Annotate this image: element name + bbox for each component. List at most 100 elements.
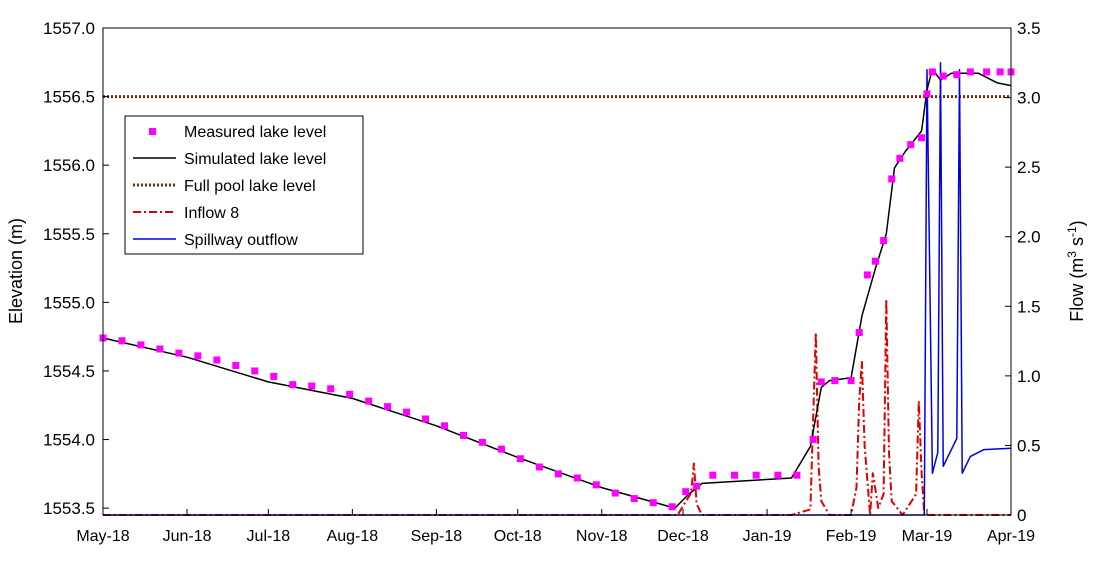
- measured-point: [384, 403, 392, 411]
- x-tick-label: Jan-19: [743, 528, 792, 545]
- legend-label-inflow: Inflow 8: [184, 205, 239, 222]
- y-tick-label: 1554.5: [43, 362, 95, 381]
- measured-point: [630, 495, 638, 503]
- x-tick-label: Mar-19: [902, 528, 953, 545]
- measured-point: [516, 455, 524, 463]
- measured-point: [175, 349, 183, 357]
- measured-point: [774, 471, 782, 479]
- measured-point: [232, 361, 240, 369]
- measured-point: [831, 377, 839, 385]
- y-tick-label: 1553.5: [43, 499, 95, 518]
- measured-point: [137, 341, 145, 349]
- y2-tick-label: 3.5: [1017, 19, 1041, 38]
- y-tick-label: 1556.5: [43, 88, 95, 107]
- measured-point: [403, 408, 411, 416]
- legend-label-measured: Measured lake level: [184, 124, 326, 141]
- y2-tick-label: 1.0: [1017, 367, 1041, 386]
- x-tick-label: Jun-18: [163, 528, 212, 545]
- measured-point: [422, 415, 430, 423]
- x-tick-label: Jul-18: [247, 528, 291, 545]
- measured-point: [793, 471, 801, 479]
- y2-axis-label-middle: s: [1067, 237, 1087, 251]
- legend: Measured lake level Simulated lake level…: [124, 115, 364, 255]
- measured-point: [270, 372, 278, 380]
- y-tick-label: 1555.0: [43, 293, 95, 312]
- y2-axis-label-prefix: Flow (m: [1067, 258, 1087, 322]
- legend-item-simulated: Simulated lake level: [133, 151, 326, 168]
- legend-item-spillway: Spillway outflow: [133, 232, 298, 249]
- y2-tick-label: 2.0: [1017, 228, 1041, 247]
- measured-point: [459, 431, 467, 439]
- y2-axis-label: Flow (m3 s-1): [1065, 220, 1087, 321]
- x-tick-label: May-18: [76, 528, 129, 545]
- measured-point: [156, 345, 164, 353]
- legend-item-measured: Measured lake level: [149, 124, 326, 141]
- measured-point: [682, 488, 690, 496]
- series-spillway: [103, 62, 1012, 516]
- measured-point: [693, 482, 701, 490]
- x-tick-label: Sep-18: [411, 528, 463, 545]
- measured-point: [847, 377, 855, 385]
- measured-point: [709, 471, 717, 479]
- y-tick-label: 1554.0: [43, 431, 95, 450]
- legend-label-simulated: Simulated lake level: [184, 151, 326, 168]
- measured-point: [592, 481, 600, 489]
- measured-point: [251, 367, 259, 375]
- measured-point: [731, 471, 739, 479]
- x-tick-label: Aug-18: [327, 528, 379, 545]
- x-tick-label: Dec-18: [657, 528, 709, 545]
- measured-point: [346, 390, 354, 398]
- legend-item-fullpool: Full pool lake level: [133, 178, 316, 195]
- measured-point: [289, 381, 297, 389]
- legend-label-fullpool: Full pool lake level: [184, 178, 316, 195]
- measured-point: [939, 72, 947, 80]
- measured-point: [918, 134, 926, 142]
- y-tick-label: 1555.5: [43, 225, 95, 244]
- measured-point: [649, 499, 657, 507]
- measured-point: [497, 445, 505, 453]
- measured-point: [863, 271, 871, 279]
- measured-point: [194, 352, 202, 360]
- legend-box: [124, 115, 364, 255]
- measured-point: [953, 71, 961, 79]
- x-tick-label: Apr-19: [987, 528, 1035, 545]
- y2-tick-label: 1.5: [1017, 297, 1041, 316]
- x-tick-label: Nov-18: [576, 528, 628, 545]
- measured-point: [923, 90, 931, 98]
- measured-point: [611, 489, 619, 497]
- measured-point: [327, 385, 335, 393]
- measured-point: [817, 378, 825, 386]
- y2-axis-label-sup1: 3: [1065, 251, 1079, 258]
- measured-point: [441, 422, 449, 430]
- measured-point: [752, 471, 760, 479]
- measured-point: [888, 175, 896, 183]
- series-simulated: [102, 68, 1012, 509]
- measured-point: [983, 68, 991, 76]
- x-tick-label: Oct-18: [494, 528, 542, 545]
- legend-item-inflow: Inflow 8: [133, 205, 239, 222]
- y-tick-label: 1556.0: [43, 156, 95, 175]
- measured-point: [535, 463, 543, 471]
- measured-point: [213, 356, 221, 364]
- y2-tick-label: 3.0: [1017, 89, 1041, 108]
- measured-point: [554, 470, 562, 478]
- measured-point: [966, 68, 974, 76]
- x-tick-label: Feb-19: [826, 528, 877, 545]
- plot-area: [103, 28, 1011, 515]
- ticks-layer: 1553.5 1554.0 1554.5 1555.0 1555.5 1556.0 1556…: [43, 19, 1041, 545]
- measured-point: [668, 503, 676, 511]
- y2-tick-label: 2.5: [1017, 158, 1041, 177]
- measured-point: [871, 257, 879, 265]
- y2-axis-label-suffix: ): [1067, 220, 1087, 226]
- y-tick-label: 1557.0: [43, 19, 95, 38]
- y2-axis-label-sup2: -1: [1065, 226, 1079, 237]
- measured-point: [880, 237, 888, 245]
- legend-marker-measured: [149, 128, 156, 135]
- plot-frame: [102, 27, 1012, 516]
- measured-point: [896, 154, 904, 162]
- y-axis-label: Elevation (m): [6, 218, 26, 324]
- measured-point: [118, 337, 126, 345]
- measured-point: [996, 68, 1004, 76]
- measured-point: [907, 141, 915, 149]
